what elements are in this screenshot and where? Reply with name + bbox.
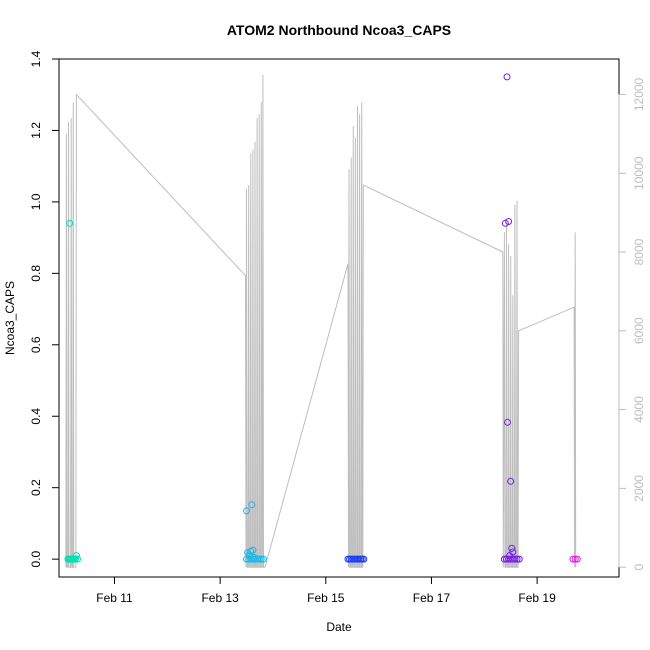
data-point: [507, 477, 515, 485]
x-tick-label: Feb 17: [413, 591, 451, 605]
data-point: [569, 555, 577, 563]
y2-tick-label: 4000: [632, 396, 646, 423]
y-tick-label: 1.0: [29, 193, 43, 210]
x-tick-label: Feb 15: [307, 591, 345, 605]
x-tick-label: Feb 13: [201, 591, 239, 605]
data-point: [511, 555, 519, 563]
y-tick-label: 1.2: [29, 122, 43, 139]
y2-tick-label: 6000: [632, 317, 646, 344]
data-point: [515, 555, 523, 563]
x-tick-label: Feb 19: [518, 591, 556, 605]
plot-frame: [58, 58, 620, 578]
data-point: [248, 501, 256, 509]
data-point: [250, 553, 258, 561]
y-axis-label: Ncoa3_CAPS: [3, 281, 17, 355]
data-point: [72, 552, 80, 560]
y-axis: 0.0 0.2 0.4 0.6 0.8 1.0 1.2 1.4: [29, 50, 60, 567]
data-point: [243, 507, 250, 515]
data-point: [505, 218, 513, 225]
series-line: [65, 74, 577, 568]
data-point: [66, 219, 74, 227]
data-point: [249, 546, 257, 554]
x-tick-label: Feb 11: [96, 591, 133, 605]
y-tick-label: 0.4: [29, 408, 43, 425]
data-point: [504, 418, 511, 426]
data-point: [257, 555, 265, 563]
y2-tick-label: 2000: [632, 475, 646, 502]
data-point: [571, 555, 579, 563]
data-point: [246, 552, 254, 560]
data-point: [503, 73, 511, 81]
y-tick-label: 0.2: [29, 479, 43, 496]
y-tick-label: 0.6: [29, 336, 43, 353]
y2-tick-label: 10000: [632, 156, 646, 190]
data-point: [260, 555, 267, 563]
data-point: [74, 555, 81, 563]
y-tick-label: 0.8: [29, 265, 43, 282]
data-point: [573, 555, 581, 563]
y-tick-label: 1.4: [29, 50, 43, 67]
x-axis: Feb 11 Feb 13 Feb 15 Feb 17 Feb 19: [96, 576, 556, 605]
y-tick-label: 0.0: [29, 550, 43, 567]
y2-tick-label: 12000: [632, 77, 646, 111]
line-layer: [65, 74, 577, 568]
y2-axis: 0 2000 4000 6000 8000 10000 12000: [618, 77, 646, 570]
data-point: [513, 555, 521, 563]
y2-tick-label: 0: [632, 563, 646, 570]
data-point: [508, 544, 516, 552]
chart-title: ATOM2 Northbound Ncoa3_CAPS: [227, 22, 451, 38]
point-layer: [64, 73, 581, 563]
data-point: [360, 555, 368, 563]
x-axis-label: Date: [326, 620, 352, 634]
y2-tick-label: 8000: [632, 238, 646, 265]
data-point: [71, 555, 79, 563]
